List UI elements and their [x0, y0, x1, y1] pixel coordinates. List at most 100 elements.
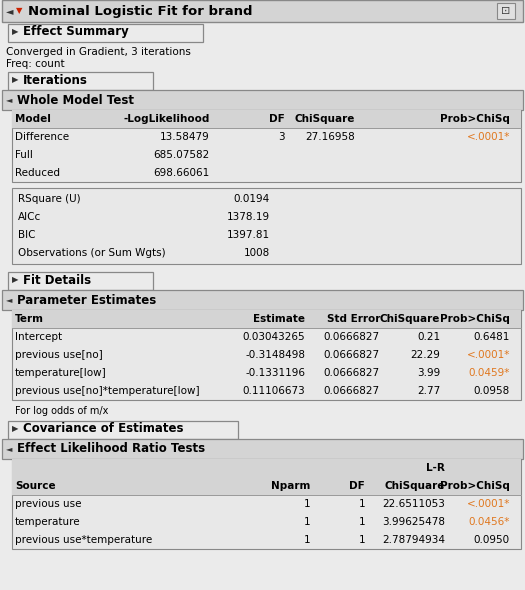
Text: 0.0666827: 0.0666827 — [324, 386, 380, 396]
Text: 13.58479: 13.58479 — [160, 132, 210, 142]
Text: Prob>ChiSq: Prob>ChiSq — [440, 314, 510, 324]
Text: 0.21: 0.21 — [417, 332, 440, 342]
Text: Estimate: Estimate — [253, 314, 305, 324]
Text: ◄: ◄ — [6, 6, 14, 16]
Text: 0.03043265: 0.03043265 — [243, 332, 305, 342]
Text: 1: 1 — [303, 535, 310, 545]
Bar — [8, 272, 153, 290]
Bar — [8, 72, 153, 90]
Text: ⊡: ⊡ — [501, 6, 511, 16]
Text: Intercept: Intercept — [15, 332, 62, 342]
Text: Std Error: Std Error — [327, 314, 380, 324]
Text: Nparm: Nparm — [270, 481, 310, 491]
Text: 0.0666827: 0.0666827 — [324, 350, 380, 360]
Text: Whole Model Test: Whole Model Test — [17, 93, 134, 107]
Text: Difference: Difference — [15, 132, 69, 142]
Text: Reduced: Reduced — [15, 168, 60, 178]
Text: Covariance of Estimates: Covariance of Estimates — [23, 422, 184, 435]
Text: Source: Source — [15, 481, 56, 491]
Text: 0.0958: 0.0958 — [474, 386, 510, 396]
Text: RSquare (U): RSquare (U) — [18, 194, 81, 204]
Text: 0.0194: 0.0194 — [234, 194, 270, 204]
Text: temperature: temperature — [15, 517, 81, 527]
Bar — [2, 439, 523, 459]
Bar — [497, 3, 515, 19]
Text: Nominal Logistic Fit for brand: Nominal Logistic Fit for brand — [28, 5, 253, 18]
Text: previous use[no]*temperature[low]: previous use[no]*temperature[low] — [15, 386, 199, 396]
Text: Freq: count: Freq: count — [6, 59, 65, 69]
Text: 1378.19: 1378.19 — [227, 212, 270, 222]
Text: 0.0459*: 0.0459* — [469, 368, 510, 378]
Text: Fit Details: Fit Details — [23, 274, 91, 287]
Text: 0.0456*: 0.0456* — [469, 517, 510, 527]
Text: <.0001*: <.0001* — [467, 499, 510, 509]
Bar — [12, 310, 521, 400]
Text: Converged in Gradient, 3 iterations: Converged in Gradient, 3 iterations — [6, 47, 191, 57]
Text: ▶: ▶ — [12, 276, 18, 284]
Text: Effect Summary: Effect Summary — [23, 25, 129, 38]
Text: AICc: AICc — [18, 212, 41, 222]
Text: 3.99625478: 3.99625478 — [382, 517, 445, 527]
Text: 27.16958: 27.16958 — [305, 132, 355, 142]
Text: 0.6481: 0.6481 — [474, 332, 510, 342]
Text: -0.3148498: -0.3148498 — [245, 350, 305, 360]
Text: Full: Full — [15, 150, 33, 160]
Text: ChiSquare: ChiSquare — [380, 314, 440, 324]
Text: ▼: ▼ — [16, 6, 23, 15]
Text: 1: 1 — [303, 517, 310, 527]
Text: DF: DF — [349, 481, 365, 491]
Text: 0.11106673: 0.11106673 — [242, 386, 305, 396]
Text: previous use*temperature: previous use*temperature — [15, 535, 152, 545]
Text: 1: 1 — [359, 499, 365, 509]
Bar — [12, 110, 521, 128]
Bar — [2, 553, 523, 590]
Text: Iterations: Iterations — [23, 74, 88, 87]
Text: <.0001*: <.0001* — [467, 132, 510, 142]
Text: 698.66061: 698.66061 — [154, 168, 210, 178]
Bar — [12, 110, 521, 182]
Text: ChiSquare: ChiSquare — [385, 481, 445, 491]
Text: previous use[no]: previous use[no] — [15, 350, 103, 360]
Bar — [8, 421, 238, 439]
Text: BIC: BIC — [18, 230, 36, 240]
Text: Model: Model — [15, 114, 51, 124]
Text: 22.6511053: 22.6511053 — [382, 499, 445, 509]
Bar — [2, 0, 523, 22]
Text: 1397.81: 1397.81 — [227, 230, 270, 240]
Bar — [12, 310, 521, 328]
Text: DF: DF — [269, 114, 285, 124]
Text: L-R: L-R — [426, 463, 445, 473]
Bar — [8, 24, 203, 42]
Bar — [12, 188, 521, 264]
Text: ◄: ◄ — [6, 96, 13, 104]
Text: -0.1331196: -0.1331196 — [245, 368, 305, 378]
Text: 3: 3 — [278, 132, 285, 142]
Text: 2.78794934: 2.78794934 — [382, 535, 445, 545]
Text: ▶: ▶ — [12, 76, 18, 84]
Text: ▶: ▶ — [12, 424, 18, 434]
Bar — [2, 90, 523, 110]
Text: Effect Likelihood Ratio Tests: Effect Likelihood Ratio Tests — [17, 442, 205, 455]
Text: Parameter Estimates: Parameter Estimates — [17, 293, 156, 306]
Text: ▶: ▶ — [12, 28, 18, 37]
Text: For log odds of m/x: For log odds of m/x — [15, 406, 108, 416]
Text: ◄: ◄ — [6, 296, 13, 304]
Bar — [12, 459, 521, 549]
Text: temperature[low]: temperature[low] — [15, 368, 107, 378]
Text: Prob>ChiSq: Prob>ChiSq — [440, 481, 510, 491]
Text: 1: 1 — [359, 517, 365, 527]
Text: previous use: previous use — [15, 499, 81, 509]
Text: 0.0666827: 0.0666827 — [324, 368, 380, 378]
Text: 0.0666827: 0.0666827 — [324, 332, 380, 342]
Text: Prob>ChiSq: Prob>ChiSq — [440, 114, 510, 124]
Text: 3.99: 3.99 — [417, 368, 440, 378]
Text: 1: 1 — [359, 535, 365, 545]
Text: ChiSquare: ChiSquare — [295, 114, 355, 124]
Text: 22.29: 22.29 — [410, 350, 440, 360]
Text: 685.07582: 685.07582 — [154, 150, 210, 160]
Text: -LogLikelihood: -LogLikelihood — [123, 114, 210, 124]
Text: Term: Term — [15, 314, 44, 324]
Bar — [2, 290, 523, 310]
Text: <.0001*: <.0001* — [467, 350, 510, 360]
Text: 2.77: 2.77 — [417, 386, 440, 396]
